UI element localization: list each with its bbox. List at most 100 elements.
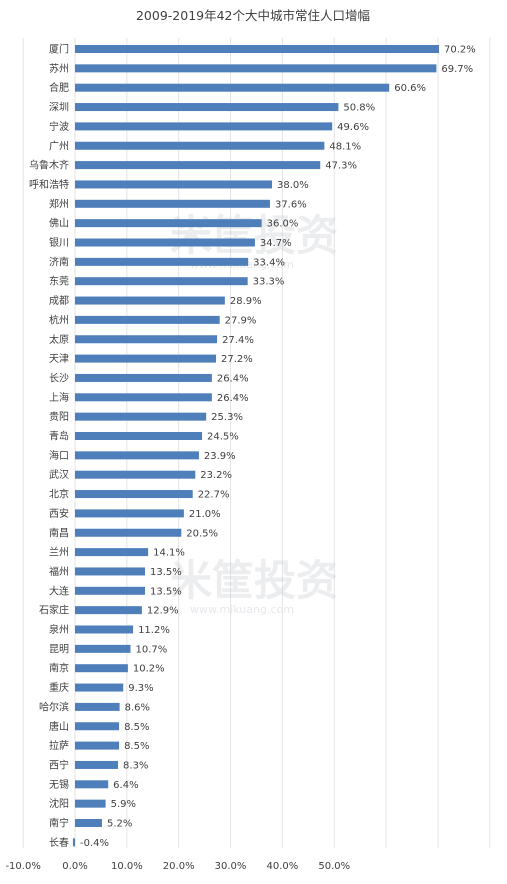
category-label: 东莞 <box>49 275 69 288</box>
bar <box>75 722 120 731</box>
bar <box>75 741 120 750</box>
category-label: 海口 <box>49 449 69 462</box>
bar <box>75 470 196 479</box>
data-label: 8.5% <box>124 741 149 752</box>
category-label: 乌鲁木齐 <box>29 159 69 172</box>
data-label: 9.3% <box>128 683 153 694</box>
data-label: 13.5% <box>150 586 182 597</box>
data-label: 8.3% <box>123 760 148 771</box>
bar <box>75 819 102 827</box>
category-label: 杭州 <box>49 313 69 326</box>
bar <box>75 335 218 344</box>
bar <box>75 373 212 382</box>
data-label: 28.9% <box>230 296 262 307</box>
category-label: 南京 <box>49 662 69 675</box>
data-label: 33.4% <box>253 257 285 268</box>
data-label: 8.6% <box>125 702 150 713</box>
data-label: 10.2% <box>133 664 165 675</box>
category-label: 太原 <box>49 333 69 346</box>
data-label: 13.5% <box>150 567 182 578</box>
bar <box>75 451 199 460</box>
bar <box>75 277 248 286</box>
category-label: 南昌 <box>49 526 69 539</box>
bar <box>75 606 142 615</box>
data-label: 33.3% <box>253 277 285 288</box>
category-label: 贵阳 <box>49 410 69 423</box>
x-axis-ticks: -10.0% 0.0% 10.0% 20.0% 30.0% 40.0% 50.0% <box>5 861 350 872</box>
data-label: 36.0% <box>267 219 299 230</box>
data-label: 23.2% <box>200 470 232 481</box>
bar <box>75 354 217 363</box>
bar <box>75 625 134 634</box>
category-label: 大连 <box>49 584 69 597</box>
bar <box>75 490 193 499</box>
data-label: 24.5% <box>207 432 239 443</box>
category-label: 佛山 <box>49 217 69 230</box>
x-tick-label: -10.0% <box>5 861 40 872</box>
category-label: 呼和浩特 <box>29 179 69 191</box>
data-label: 21.0% <box>189 509 221 520</box>
category-label: 广州 <box>49 140 69 152</box>
bar <box>72 838 75 847</box>
data-label: 14.1% <box>153 548 185 559</box>
data-label: 5.2% <box>107 819 132 830</box>
category-label: 上海 <box>49 391 69 404</box>
data-label: 5.9% <box>111 799 136 810</box>
data-label: 50.8% <box>343 103 375 114</box>
bar <box>75 83 390 92</box>
bars <box>72 45 439 847</box>
bar <box>75 141 325 150</box>
category-label: 合肥 <box>49 81 69 94</box>
bar <box>75 393 212 402</box>
data-label: 49.6% <box>337 122 369 133</box>
x-tick-label: 50.0% <box>318 861 350 872</box>
category-label: 长沙 <box>49 372 69 384</box>
bar <box>75 664 128 673</box>
category-label: 拉萨 <box>49 739 69 752</box>
category-label: 宁波 <box>49 120 69 133</box>
bar <box>75 180 273 189</box>
bar <box>75 548 149 557</box>
category-label: 青岛 <box>49 430 69 443</box>
category-label: 北京 <box>49 488 69 501</box>
data-label: 12.9% <box>147 606 179 617</box>
bar <box>75 432 203 440</box>
data-label: 27.2% <box>221 354 253 365</box>
category-label: 长春 <box>49 837 69 849</box>
bar <box>75 586 145 595</box>
category-label: 郑州 <box>49 197 69 210</box>
watermark-sub: www.mikuang.com <box>190 603 294 616</box>
bar <box>75 567 145 576</box>
bar <box>75 760 119 769</box>
data-label: 22.7% <box>198 490 230 501</box>
data-label: 47.3% <box>325 161 357 172</box>
x-tick-label: 30.0% <box>215 861 247 872</box>
bar <box>75 799 106 808</box>
category-label: 西安 <box>49 507 69 520</box>
data-label: 38.0% <box>277 180 309 191</box>
data-label: 6.4% <box>113 780 138 791</box>
bar <box>75 412 207 421</box>
x-tick-label: 20.0% <box>163 861 195 872</box>
bar <box>75 64 437 73</box>
category-label: 深圳 <box>49 102 69 114</box>
bar <box>75 315 220 324</box>
category-label: 银川 <box>49 236 69 249</box>
bar <box>75 45 439 53</box>
data-label: 27.4% <box>222 335 254 346</box>
gridlines <box>22 38 491 848</box>
data-label: 26.4% <box>217 373 249 384</box>
watermark-text: 米筐投资 <box>170 211 338 260</box>
x-tick-label: 0.0% <box>62 861 87 872</box>
bar <box>75 122 333 131</box>
data-label: 34.7% <box>260 238 292 249</box>
category-label: 哈尔滨 <box>39 700 69 713</box>
data-label: 48.1% <box>329 141 361 152</box>
bar <box>75 103 339 112</box>
bar <box>75 644 131 653</box>
bar <box>75 509 184 518</box>
bar <box>75 219 262 228</box>
category-label: 福州 <box>49 565 69 578</box>
category-labels: 厦门苏州合肥深圳宁波广州乌鲁木齐呼和浩特郑州佛山银川济南东莞成都杭州太原天津长沙… <box>29 43 69 849</box>
